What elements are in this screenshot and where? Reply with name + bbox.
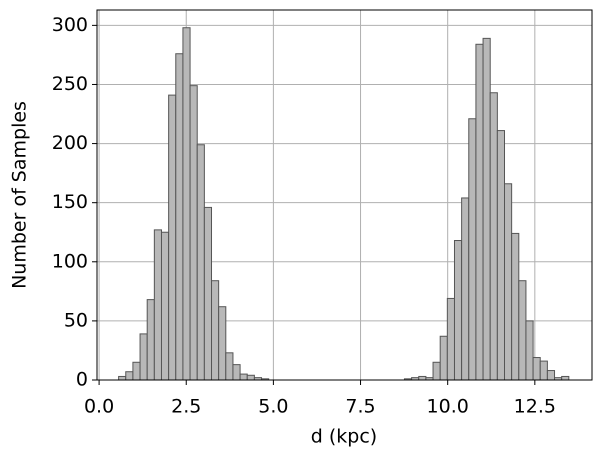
bar [539, 360, 548, 381]
bar [496, 130, 506, 381]
y-axis-label: Number of Samples [9, 101, 31, 289]
bar [168, 94, 177, 381]
bar [461, 197, 470, 381]
bar [511, 232, 520, 381]
bar [432, 361, 441, 381]
x-tick-label: 7.5 [345, 396, 375, 418]
bar [189, 85, 198, 381]
y-tick-label: 100 [52, 250, 88, 272]
y-tick-label: 0 [76, 369, 88, 391]
bar [489, 92, 498, 381]
bar [482, 37, 491, 381]
y-tick-label: 250 [52, 73, 88, 95]
x-tick-label: 5.0 [258, 396, 288, 418]
x-tick-label: 0.0 [84, 396, 114, 418]
bar [203, 206, 213, 381]
bar [211, 280, 220, 381]
plot-frame [96, 9, 593, 381]
bar [218, 306, 227, 381]
y-tick-label: 200 [52, 132, 88, 154]
bar [125, 371, 134, 381]
bar [153, 229, 162, 381]
x-tick-label: 12.5 [514, 396, 556, 418]
bar [468, 118, 477, 381]
bar [561, 375, 570, 381]
y-tick-label: 150 [52, 191, 88, 213]
y-tick-label: 300 [52, 14, 88, 36]
bar [475, 43, 484, 381]
bar [446, 297, 455, 381]
bar [439, 335, 448, 381]
bar [232, 364, 241, 381]
bar [518, 280, 527, 381]
bar [118, 375, 127, 381]
bar [182, 27, 191, 381]
bar [546, 370, 556, 381]
x-tick-label: 2.5 [171, 396, 201, 418]
bar [418, 375, 427, 381]
bar [160, 231, 170, 381]
bar [139, 333, 148, 381]
bar [196, 144, 205, 381]
bar [146, 299, 155, 381]
y-tick-label: 50 [64, 309, 88, 331]
bar [504, 183, 513, 381]
bar [532, 357, 541, 381]
bar [453, 240, 463, 381]
bar [246, 374, 255, 381]
bar [132, 361, 141, 381]
bar [175, 53, 184, 381]
x-tick-label: 10.0 [427, 396, 469, 418]
bar [525, 320, 534, 381]
bar [239, 373, 248, 381]
bar [225, 352, 234, 381]
x-axis-label: d (kpc) [311, 426, 377, 448]
